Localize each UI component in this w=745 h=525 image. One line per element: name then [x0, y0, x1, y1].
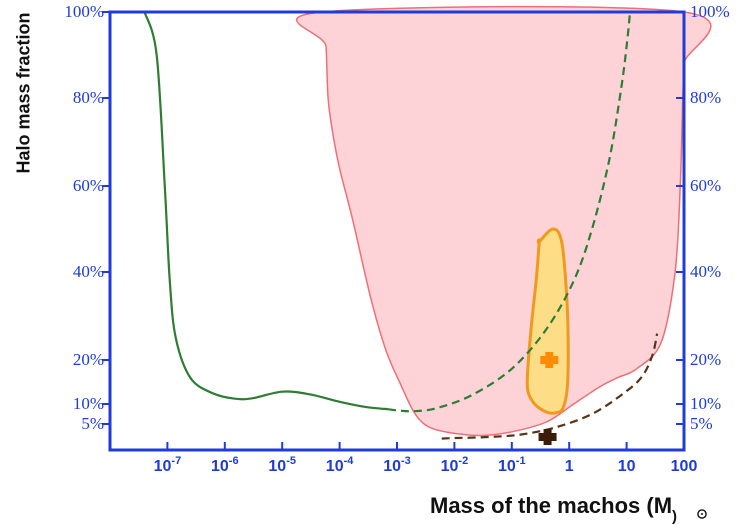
- y-left-tick-label-4: 60%: [73, 176, 104, 195]
- y-left-tick-label-0: 5%: [81, 414, 104, 433]
- y-right-tick-label-0: 5%: [690, 414, 713, 433]
- y-axis-title: Halo mass fraction: [13, 12, 34, 174]
- x-tick-label-7: 1: [565, 458, 574, 475]
- y-right-tick-label-1: 10%: [690, 394, 721, 413]
- x-axis-title: Mass of the machos (M: [430, 493, 673, 518]
- y-left-tick-label-2: 20%: [73, 350, 104, 369]
- x-tick-label-6: 10-1: [498, 455, 526, 475]
- y-left-tick-label-5: 80%: [73, 88, 104, 107]
- green-solid-line: [143, 11, 389, 411]
- x-tick-label-0: 10-7: [154, 455, 182, 475]
- detection-region: [525, 227, 570, 415]
- brown-dashed-line: [441, 333, 659, 440]
- y-left-tick-label-1: 10%: [73, 394, 104, 413]
- y-left-tick-label-6: 100%: [64, 2, 104, 21]
- x-tick-label-9: 100: [671, 458, 698, 475]
- y-right-tick-label-2: 20%: [690, 350, 721, 369]
- y-right-tick-label-4: 60%: [690, 176, 721, 195]
- y-axis-label: Halo mass fraction: [10, 8, 38, 178]
- y-right-tick-label-5: 80%: [690, 88, 721, 107]
- x-tick-label-8: 10: [618, 458, 636, 475]
- brown-marker: [538, 429, 557, 445]
- x-tick-label-3: 10-4: [326, 455, 354, 475]
- y-right-tick-label-6: 100%: [690, 2, 730, 21]
- x-tick-label-1: 10-6: [211, 455, 239, 475]
- x-axis-title-close: ): [672, 508, 678, 525]
- x-axis-label: Mass of the machos (M): [430, 493, 677, 525]
- x-tick-label-5: 10-2: [441, 455, 469, 475]
- x-tick-label-2: 10-5: [268, 455, 296, 475]
- y-right-tick-label-3: 40%: [690, 262, 721, 281]
- green-dashed-line: [387, 11, 632, 413]
- orange-marker: [540, 352, 559, 368]
- sun-symbol-icon: [697, 509, 707, 519]
- y-left-tick-label-3: 40%: [73, 262, 104, 281]
- x-tick-label-4: 10-3: [383, 455, 411, 475]
